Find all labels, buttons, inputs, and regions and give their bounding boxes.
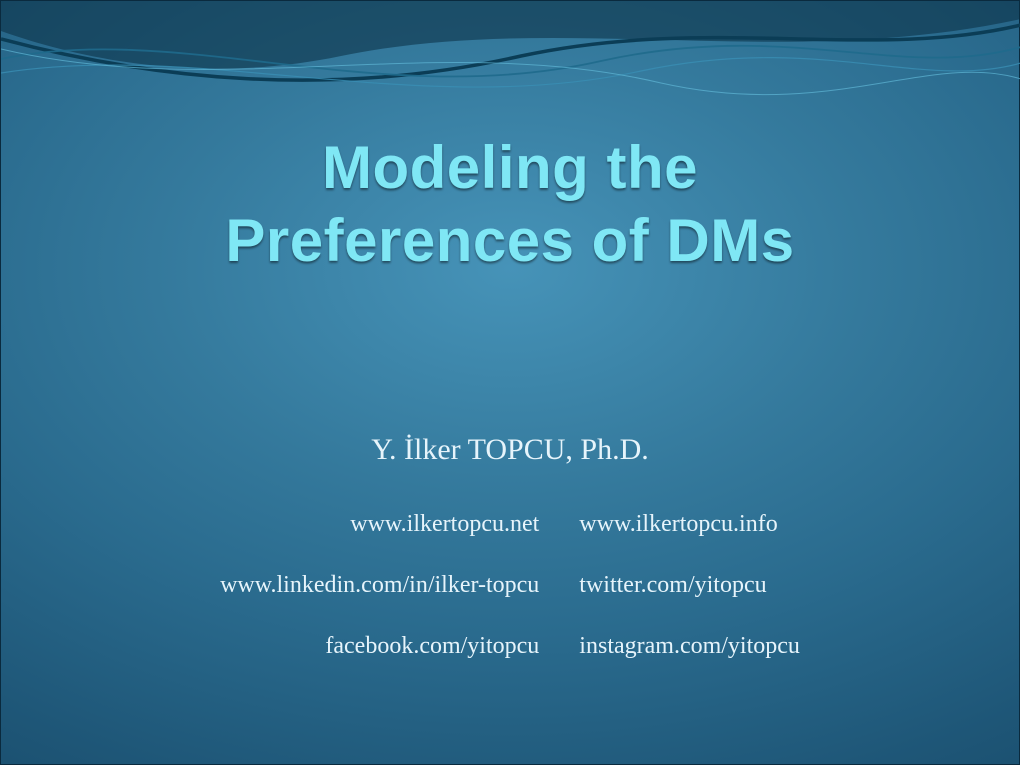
link-twitter: twitter.com/yitopcu — [579, 572, 800, 599]
decorative-swoosh — [1, 1, 1020, 131]
author-name: Y. İlker TOPCU, Ph.D. — [1, 433, 1019, 467]
link-linkedin: www.linkedin.com/in/ilker-topcu — [220, 572, 539, 599]
title-line-1: Modeling the — [322, 134, 698, 201]
link-facebook: facebook.com/yitopcu — [220, 633, 539, 660]
contact-links: www.ilkertopcu.net www.ilkertopcu.info w… — [220, 511, 800, 660]
slide-title: Modeling the Preferences of DMs — [1, 131, 1019, 277]
link-instagram: instagram.com/yitopcu — [579, 633, 800, 660]
slide: Modeling the Preferences of DMs Y. İlker… — [0, 0, 1020, 765]
link-website-info: www.ilkertopcu.info — [579, 511, 800, 538]
link-website-net: www.ilkertopcu.net — [220, 511, 539, 538]
title-line-2: Preferences of DMs — [225, 207, 794, 274]
